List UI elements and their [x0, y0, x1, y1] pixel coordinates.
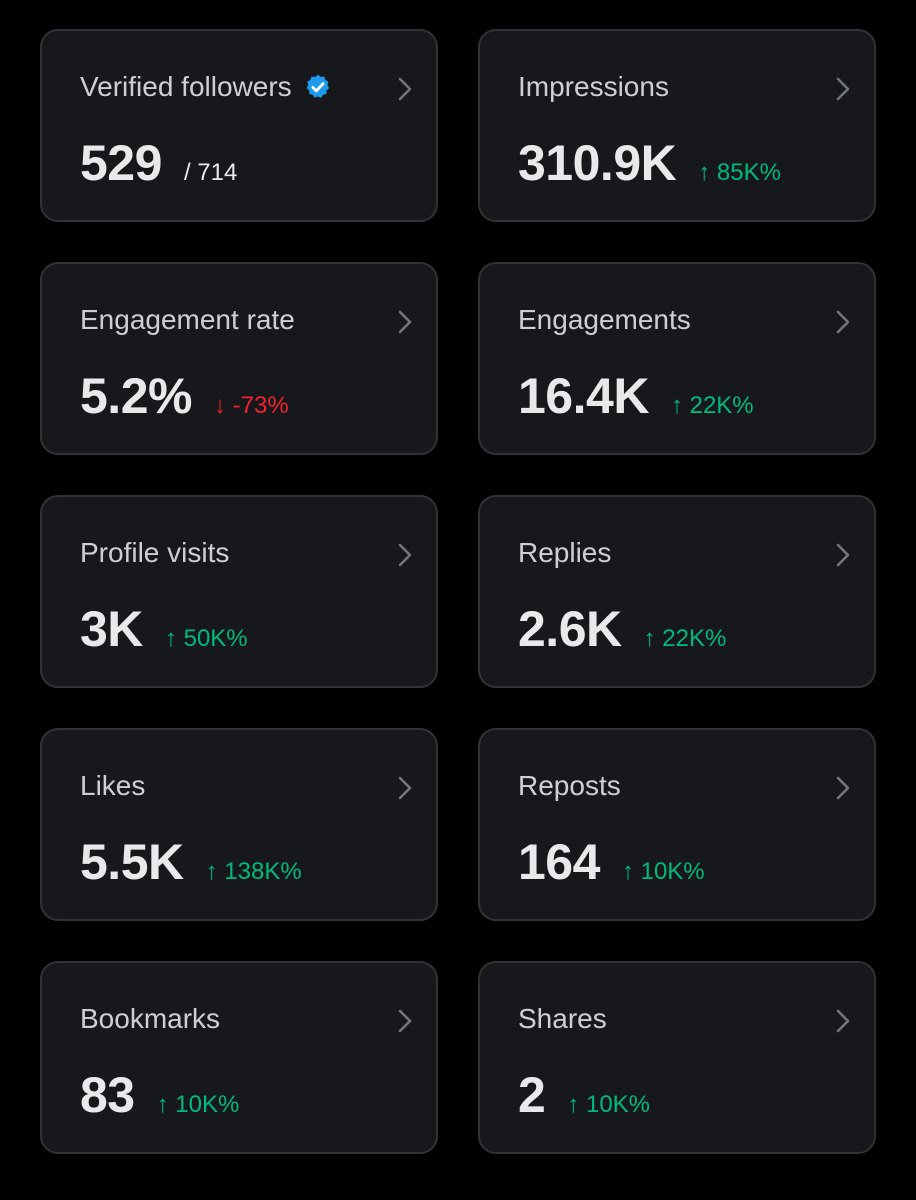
card-change: ↓ -73% — [213, 392, 289, 419]
card-value-row: 2.6K ↑ 22K% — [518, 599, 726, 659]
card-label: Verified followers — [80, 71, 292, 102]
card-change: ↑ 22K% — [643, 625, 727, 652]
card-total: / 714 — [183, 159, 238, 186]
card-title: Engagement rate — [80, 304, 295, 336]
card-value-row: 83 ↑ 10K% — [80, 1065, 239, 1125]
card-label: Impressions — [518, 71, 669, 102]
card-label: Profile visits — [80, 537, 230, 568]
chevron-right-icon — [398, 543, 412, 567]
card-change: ↑ 10K% — [156, 1091, 240, 1118]
card-engagements[interactable]: Engagements 16.4K ↑ 22K% — [478, 262, 876, 455]
card-value-row: 5.2% ↓ -73% — [80, 366, 289, 426]
card-title: Engagements — [518, 304, 691, 336]
verified-badge-icon — [306, 74, 329, 98]
card-likes[interactable]: Likes 5.5K ↑ 138K% — [40, 728, 438, 921]
card-value: 2.6K — [518, 601, 622, 657]
chevron-right-icon — [836, 543, 850, 567]
card-change: ↑ 85K% — [698, 159, 781, 186]
card-change: ↑ 50K% — [164, 625, 248, 652]
card-engagement-rate[interactable]: Engagement rate 5.2% ↓ -73% — [40, 262, 438, 455]
card-title: Reposts — [518, 770, 621, 802]
card-change: ↑ 138K% — [205, 858, 302, 885]
card-value-row: 16.4K ↑ 22K% — [518, 366, 754, 426]
chevron-right-icon — [836, 310, 850, 334]
card-bookmarks[interactable]: Bookmarks 83 ↑ 10K% — [40, 961, 438, 1154]
card-title: Bookmarks — [80, 1003, 220, 1035]
card-value: 164 — [518, 834, 600, 890]
card-label: Engagements — [518, 304, 691, 335]
card-change: ↑ 22K% — [670, 392, 754, 419]
card-verified-followers[interactable]: Verified followers 529 / 714 — [40, 29, 438, 222]
card-profile-visits[interactable]: Profile visits 3K ↑ 50K% — [40, 495, 438, 688]
chevron-right-icon — [836, 1009, 850, 1033]
card-title: Likes — [80, 770, 145, 802]
card-change: ↑ 10K% — [621, 858, 705, 885]
card-reposts[interactable]: Reposts 164 ↑ 10K% — [478, 728, 876, 921]
chevron-right-icon — [398, 77, 412, 101]
card-label: Reposts — [518, 770, 621, 801]
chevron-right-icon — [398, 776, 412, 800]
chevron-right-icon — [836, 776, 850, 800]
card-value: 310.9K — [518, 135, 677, 191]
card-value: 83 — [80, 1067, 135, 1123]
card-label: Bookmarks — [80, 1003, 221, 1034]
card-value-row: 2 ↑ 10K% — [518, 1065, 650, 1125]
card-value-row: 529 / 714 — [80, 133, 237, 193]
card-value: 5.5K — [80, 834, 184, 890]
card-title: Shares — [518, 1003, 607, 1035]
card-title: Replies — [518, 537, 611, 569]
card-title: Profile visits — [80, 537, 229, 569]
card-label: Replies — [518, 537, 612, 568]
card-impressions[interactable]: Impressions 310.9K ↑ 85K% — [478, 29, 876, 222]
card-replies[interactable]: Replies 2.6K ↑ 22K% — [478, 495, 876, 688]
card-value: 16.4K — [518, 368, 649, 424]
chevron-right-icon — [398, 1009, 412, 1033]
card-shares[interactable]: Shares 2 ↑ 10K% — [478, 961, 876, 1154]
card-label: Shares — [518, 1003, 607, 1034]
card-value-row: 310.9K ↑ 85K% — [518, 133, 781, 193]
chevron-right-icon — [836, 77, 850, 101]
card-value: 529 — [80, 135, 162, 191]
card-value-row: 3K ↑ 50K% — [80, 599, 248, 659]
card-label: Engagement rate — [80, 304, 295, 335]
card-value-row: 164 ↑ 10K% — [518, 832, 705, 892]
card-title: Verified followers — [80, 71, 332, 103]
card-label: Likes — [80, 770, 146, 801]
card-value: 3K — [80, 601, 143, 657]
card-value: 2 — [518, 1067, 546, 1123]
card-title: Impressions — [518, 71, 669, 103]
card-value: 5.2% — [80, 368, 192, 424]
chevron-right-icon — [398, 310, 412, 334]
analytics-cards-grid: Verified followers 529 / 714 Impressions… — [40, 29, 876, 1154]
card-value-row: 5.5K ↑ 138K% — [80, 832, 302, 892]
card-change: ↑ 10K% — [567, 1091, 651, 1118]
